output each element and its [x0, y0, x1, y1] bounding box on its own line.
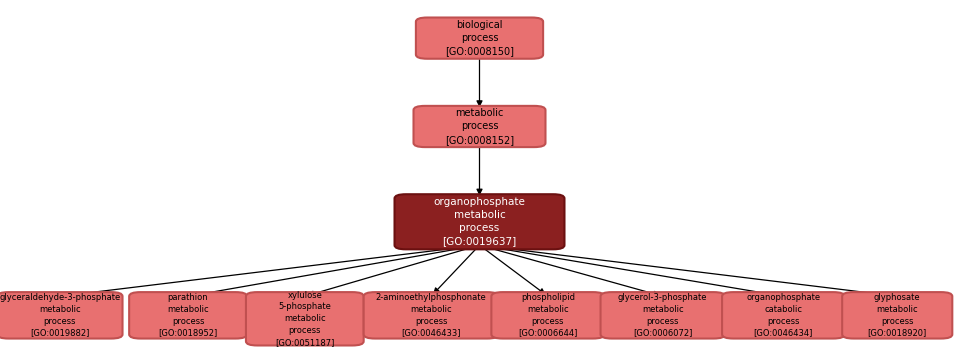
FancyBboxPatch shape: [0, 292, 123, 338]
Text: glyphosate
metabolic
process
[GO:0018920]: glyphosate metabolic process [GO:0018920…: [868, 293, 926, 337]
Text: parathion
metabolic
process
[GO:0018952]: parathion metabolic process [GO:0018952]: [158, 293, 218, 337]
Text: phospholipid
metabolic
process
[GO:0006644]: phospholipid metabolic process [GO:00066…: [518, 293, 577, 337]
Text: 2-aminoethylphosphonate
metabolic
process
[GO:0046433]: 2-aminoethylphosphonate metabolic proces…: [376, 293, 486, 337]
Text: biological
process
[GO:0008150]: biological process [GO:0008150]: [445, 20, 514, 56]
FancyBboxPatch shape: [842, 292, 952, 338]
FancyBboxPatch shape: [129, 292, 246, 338]
Text: xylulose
5-phosphate
metabolic
process
[GO:0051187]: xylulose 5-phosphate metabolic process […: [275, 291, 335, 347]
FancyBboxPatch shape: [600, 292, 725, 338]
FancyBboxPatch shape: [363, 292, 499, 338]
Text: metabolic
process
[GO:0008152]: metabolic process [GO:0008152]: [445, 108, 514, 145]
Text: glyceraldehyde-3-phosphate
metabolic
process
[GO:0019882]: glyceraldehyde-3-phosphate metabolic pro…: [0, 293, 121, 337]
FancyBboxPatch shape: [394, 194, 565, 249]
Text: organophosphate
catabolic
process
[GO:0046434]: organophosphate catabolic process [GO:00…: [746, 293, 820, 337]
Text: glycerol-3-phosphate
metabolic
process
[GO:0006072]: glycerol-3-phosphate metabolic process […: [618, 293, 708, 337]
FancyBboxPatch shape: [416, 18, 543, 59]
FancyBboxPatch shape: [722, 292, 845, 338]
FancyBboxPatch shape: [491, 292, 604, 338]
FancyBboxPatch shape: [413, 106, 546, 147]
FancyBboxPatch shape: [246, 292, 363, 345]
Text: organophosphate
metabolic
process
[GO:0019637]: organophosphate metabolic process [GO:00…: [433, 197, 526, 247]
